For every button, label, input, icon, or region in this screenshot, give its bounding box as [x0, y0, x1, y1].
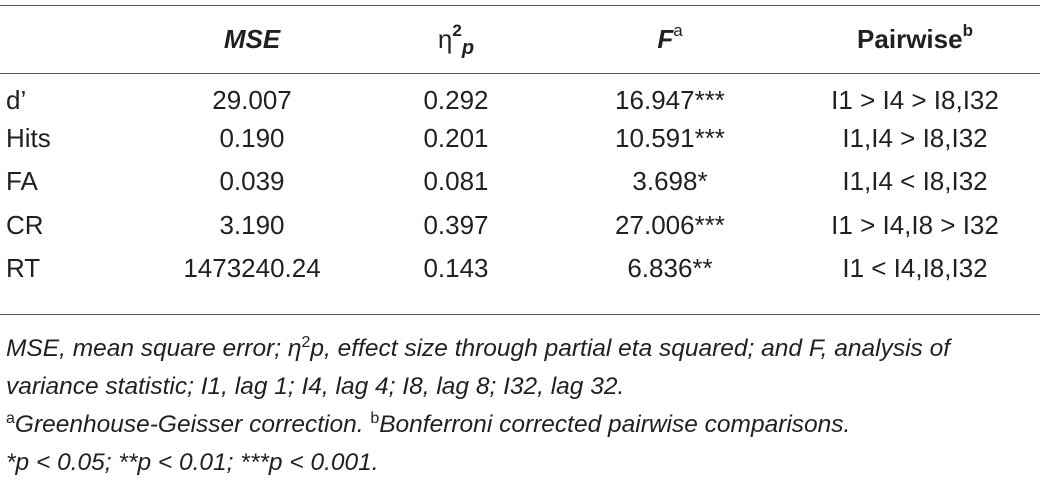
cell-mse: 3.190 — [219, 209, 285, 240]
cell-eta: 0.397 — [423, 209, 489, 240]
footnotes: aGreenhouse-Geisser correction. bBonferr… — [6, 406, 1036, 444]
abbreviation-note-sup: 2 — [301, 333, 311, 351]
cell-pairwise: I1 < I4,I8,I32 — [842, 252, 988, 283]
top-rule — [0, 5, 1040, 6]
cell-measure: Hits — [6, 123, 51, 154]
table-row: RT 1473240.24 0.143 6.836** I1 < I4,I8,I… — [0, 247, 1040, 290]
cell-pairwise: I1 > I4 > I8,I32 — [831, 84, 999, 115]
cell-mse: 0.039 — [219, 166, 285, 197]
significance-note: *p < 0.05; **p < 0.01; ***p < 0.001. — [6, 449, 379, 476]
cell-measure: CR — [6, 209, 44, 240]
header-f: Fa — [550, 0, 790, 74]
cell-pairwise: I1,I4 < I8,I32 — [842, 166, 988, 197]
header-mse-label: MSE — [223, 23, 281, 54]
header-eta-sup: 2 — [452, 20, 462, 40]
table-row: Hits 0.190 0.201 10.591*** I1,I4 > I8,I3… — [0, 117, 1040, 160]
footnote-b-mark: b — [370, 409, 380, 427]
cell-mse: 29.007 — [212, 84, 292, 115]
table-row: FA 0.039 0.081 3.698* I1,I4 < I8,I32 — [0, 160, 1040, 203]
header-pairwise-label: Pairwise — [857, 23, 963, 54]
cell-f: 3.698* — [632, 166, 708, 197]
cell-eta: 0.143 — [423, 252, 489, 283]
footnote-a-text: Greenhouse-Geisser correction. — [14, 411, 371, 438]
header-f-label: F — [657, 23, 674, 54]
header-measure — [0, 0, 142, 74]
bottom-rule — [0, 314, 1040, 315]
cell-mse: 0.190 — [219, 123, 285, 154]
cell-mse: 1473240.24 — [183, 252, 321, 283]
table-notes: MSE, mean square error; η2p, effect size… — [6, 330, 1036, 482]
cell-measure: RT — [6, 252, 41, 283]
cell-measure: d’ — [6, 84, 27, 115]
cell-eta: 0.081 — [423, 166, 489, 197]
anova-table: MSE η2p Fa Pairwiseb d’ 29.007 0.292 16.… — [0, 0, 1040, 290]
header-pairwise-sup: b — [962, 20, 973, 40]
abbreviation-note-part1: MSE, mean square error; η — [6, 335, 302, 362]
abbreviation-note: MSE, mean square error; η2p, effect size… — [6, 330, 1036, 406]
cell-f: 6.836** — [627, 252, 713, 283]
cell-f: 10.591*** — [615, 123, 725, 154]
footnote-a-mark: a — [6, 409, 15, 427]
header-rule — [0, 73, 1040, 74]
header-eta-symbol: η — [437, 23, 453, 54]
cell-pairwise: I1,I4 > I8,I32 — [842, 123, 988, 154]
table-row: CR 3.190 0.397 27.006*** I1 > I4,I8 > I3… — [0, 204, 1040, 247]
cell-f: 27.006*** — [615, 209, 725, 240]
abbreviation-note-part2: p, effect size through partial eta squar… — [6, 335, 951, 400]
header-mse: MSE — [142, 0, 362, 74]
cell-eta: 0.292 — [423, 84, 489, 115]
header-eta-sub: p — [461, 36, 475, 59]
cell-eta: 0.201 — [423, 123, 489, 154]
cell-pairwise: I1 > I4,I8 > I32 — [831, 209, 999, 240]
header-eta: η2p — [362, 0, 550, 74]
table-row: d’ 29.007 0.292 16.947*** I1 > I4 > I8,I… — [0, 74, 1040, 117]
footnote-b-text: Bonferroni corrected pairwise comparison… — [379, 411, 851, 438]
cell-measure: FA — [6, 166, 38, 197]
header-f-sup: a — [673, 20, 683, 40]
header-pairwise: Pairwiseb — [790, 0, 1040, 74]
cell-f: 16.947*** — [615, 84, 725, 115]
header-row: MSE η2p Fa Pairwiseb — [0, 0, 1040, 74]
